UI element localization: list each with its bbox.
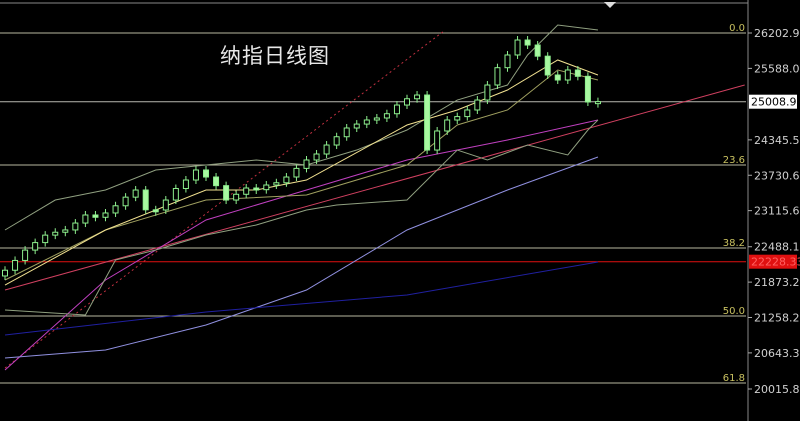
candle-body [233, 193, 240, 201]
candle-body [263, 184, 270, 191]
y-tick-label: 23115.65 [754, 205, 800, 218]
indicator-line [4, 24, 599, 231]
candle-body [172, 188, 179, 201]
candle-body [564, 69, 571, 81]
candle-body [584, 75, 591, 103]
candle-body [192, 169, 199, 181]
indicator-line [4, 59, 599, 286]
candle-body [574, 69, 581, 77]
candle-body [62, 229, 69, 233]
candle-body [353, 123, 360, 129]
candle-body [42, 234, 49, 244]
candle-body [52, 231, 59, 236]
y-tick-label: 21873.20 [754, 276, 800, 289]
indicator-line [4, 156, 599, 359]
candle-body [82, 214, 89, 224]
y-tick-label: 24345.55 [754, 134, 800, 147]
current-price-label: 25008.98 [751, 96, 800, 109]
alert-price-badge [749, 254, 797, 269]
candle-body [343, 127, 350, 138]
y-tick-label: 22488.15 [754, 241, 800, 254]
candle-body [383, 113, 390, 119]
indicator-line [4, 119, 599, 371]
candle-body [494, 67, 501, 86]
candle-body [444, 119, 451, 132]
candle-body [2, 269, 8, 277]
candle-body [223, 185, 230, 201]
y-tick-label: 21258.25 [754, 312, 800, 325]
candle-body [414, 94, 421, 100]
candle-body [102, 212, 109, 218]
candle-body [112, 205, 119, 214]
candle-body [464, 109, 471, 118]
candle-body [333, 136, 340, 146]
candle-body [182, 179, 189, 190]
current-price-badge [749, 94, 797, 109]
candle-body [524, 39, 531, 46]
alert-price-label: 22228.33 [751, 256, 800, 269]
candle-body [283, 176, 290, 184]
fib-label: 61.8 [723, 373, 745, 384]
candle-body [474, 99, 481, 111]
candle-body [152, 209, 159, 213]
chart-title: 纳指日线图 [220, 44, 330, 68]
indicator-line [4, 119, 599, 316]
candle-body [373, 117, 380, 121]
candle-body [534, 44, 541, 57]
candle-body [132, 189, 139, 198]
candle-body [303, 159, 310, 169]
candle-body [32, 242, 39, 251]
candle-body [92, 214, 99, 218]
candle-body [554, 74, 561, 81]
candle-body [293, 167, 300, 178]
candle-body [122, 196, 129, 207]
candle-body [424, 94, 431, 151]
indicator-line [4, 69, 599, 281]
candle-body [484, 84, 491, 101]
candle-body [404, 98, 410, 106]
candle-body [253, 187, 260, 191]
candle-body [363, 119, 370, 125]
fib-label: 38.2 [723, 238, 745, 249]
fib-label: 23.6 [723, 155, 745, 166]
candle-body [313, 153, 320, 161]
y-tick-label: 20015.80 [754, 383, 800, 396]
candle-body [142, 189, 149, 211]
indicator-line [4, 261, 599, 336]
candle-body [514, 39, 521, 56]
candle-body [162, 199, 169, 211]
candle-body [203, 169, 209, 178]
candle-body [323, 144, 330, 155]
y-tick-label: 26202.95 [754, 27, 800, 40]
y-tick-label: 20643.30 [754, 347, 800, 360]
candle-body [393, 104, 400, 115]
candle-body [594, 101, 601, 105]
candle-body [454, 116, 461, 121]
candle-body [12, 259, 19, 271]
indicator-line [4, 84, 745, 291]
y-tick-label: 23730.60 [754, 169, 800, 182]
candle-body [243, 187, 250, 195]
y-tick-label: 25588.00 [754, 62, 800, 75]
fib-label: 50.0 [723, 306, 745, 317]
candle-body [22, 249, 29, 261]
shift-marker-icon [604, 2, 616, 8]
candle-body [72, 222, 79, 231]
candle-body [504, 54, 511, 69]
candle-body [213, 176, 220, 187]
candle-body [434, 130, 441, 151]
candle-body [544, 55, 551, 76]
candle-body [273, 182, 280, 186]
fib-label: 0.0 [729, 23, 745, 34]
